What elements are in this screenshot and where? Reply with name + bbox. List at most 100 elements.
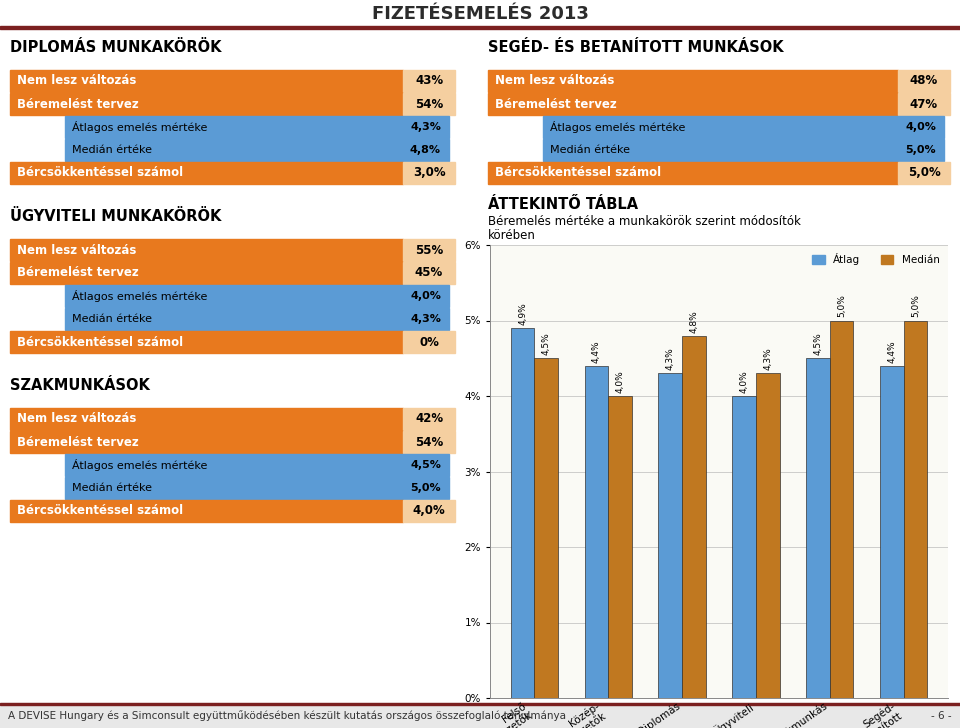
- Text: 4,8%: 4,8%: [410, 145, 441, 155]
- Bar: [756, 373, 780, 698]
- Bar: [403, 262, 455, 284]
- Text: SEGÉD- ÉS BETANÍTOTT MUNKÁSOK: SEGÉD- ÉS BETANÍTOTT MUNKÁSOK: [488, 40, 783, 55]
- Text: Bércsökkentéssel számol: Bércsökkentéssel számol: [17, 336, 183, 349]
- Bar: [65, 116, 449, 138]
- Text: - 6 -: - 6 -: [931, 711, 952, 721]
- Bar: [10, 93, 403, 115]
- Text: Nem lesz változás: Nem lesz változás: [17, 74, 136, 87]
- Text: Medián értéke: Medián értéke: [72, 314, 152, 324]
- Text: DIPLOMÁS MUNKAKÖRÖK: DIPLOMÁS MUNKAKÖRÖK: [10, 40, 222, 55]
- Text: 45%: 45%: [415, 266, 444, 280]
- Text: 0%: 0%: [420, 336, 439, 349]
- Bar: [65, 308, 449, 330]
- Text: SZAKMUNKÁSOK: SZAKMUNKÁSOK: [10, 378, 150, 393]
- Text: Béremelést tervez: Béremelést tervez: [17, 435, 139, 448]
- Bar: [535, 358, 558, 698]
- Bar: [903, 320, 927, 698]
- Bar: [403, 239, 455, 261]
- Bar: [898, 93, 950, 115]
- Text: 55%: 55%: [415, 243, 444, 256]
- Bar: [488, 70, 898, 92]
- Text: 5,0%: 5,0%: [911, 295, 920, 317]
- Text: 4,3%: 4,3%: [763, 347, 772, 371]
- Text: ÁTTEKINTŐ TÁBLA: ÁTTEKINTŐ TÁBLA: [488, 197, 638, 212]
- Text: 4,3%: 4,3%: [410, 122, 441, 132]
- Bar: [806, 358, 829, 698]
- Text: Nem lesz változás: Nem lesz változás: [495, 74, 614, 87]
- Bar: [543, 116, 944, 138]
- Text: Átlagos emelés mértéke: Átlagos emelés mértéke: [72, 121, 207, 133]
- Bar: [0, 703, 960, 728]
- Bar: [65, 477, 449, 499]
- Bar: [0, 703, 960, 705]
- Text: Medián értéke: Medián értéke: [72, 483, 152, 493]
- Text: 4,3%: 4,3%: [666, 347, 675, 371]
- Text: Medián értéke: Medián értéke: [550, 145, 630, 155]
- Text: 48%: 48%: [910, 74, 938, 87]
- Text: 4,3%: 4,3%: [410, 314, 441, 324]
- Text: ÜGYVITELI MUNKAKÖRÖK: ÜGYVITELI MUNKAKÖRÖK: [10, 209, 222, 224]
- Bar: [10, 162, 403, 184]
- Text: 5,0%: 5,0%: [837, 295, 846, 317]
- Text: 4,0%: 4,0%: [615, 371, 625, 393]
- Bar: [10, 431, 403, 453]
- Bar: [880, 365, 903, 698]
- Text: 4,5%: 4,5%: [813, 333, 823, 355]
- Text: 5,0%: 5,0%: [907, 167, 941, 180]
- Bar: [10, 239, 403, 261]
- Bar: [543, 139, 944, 161]
- Text: A DEVISE Hungary és a Simconsult együttműködésében készült kutatás országos össz: A DEVISE Hungary és a Simconsult együttm…: [8, 711, 566, 721]
- Text: Bércsökkentéssel számol: Bércsökkentéssel számol: [17, 505, 183, 518]
- Text: 4,0%: 4,0%: [410, 291, 441, 301]
- Bar: [403, 93, 455, 115]
- Bar: [10, 500, 403, 522]
- Text: Nem lesz változás: Nem lesz változás: [17, 243, 136, 256]
- Bar: [585, 365, 609, 698]
- Text: 4,5%: 4,5%: [410, 460, 441, 470]
- Text: 42%: 42%: [415, 413, 444, 425]
- Bar: [10, 331, 403, 353]
- Bar: [403, 500, 455, 522]
- Text: Béremelés mértéke a munkakörök szerint módosítók: Béremelés mértéke a munkakörök szerint m…: [488, 215, 801, 228]
- Bar: [65, 285, 449, 307]
- Text: 4,9%: 4,9%: [518, 302, 527, 325]
- Text: 4,0%: 4,0%: [739, 371, 749, 393]
- Text: 5,0%: 5,0%: [410, 483, 441, 493]
- Bar: [0, 26, 960, 29]
- Bar: [10, 408, 403, 430]
- Bar: [403, 408, 455, 430]
- Text: 43%: 43%: [415, 74, 444, 87]
- Bar: [65, 454, 449, 476]
- Bar: [898, 162, 950, 184]
- Bar: [403, 162, 455, 184]
- Text: 4,4%: 4,4%: [887, 340, 897, 363]
- Bar: [488, 93, 898, 115]
- Bar: [488, 162, 898, 184]
- Bar: [898, 70, 950, 92]
- Bar: [10, 262, 403, 284]
- Bar: [683, 336, 706, 698]
- Text: Bércsökkentéssel számol: Bércsökkentéssel számol: [17, 167, 183, 180]
- Bar: [659, 373, 683, 698]
- Text: 4,8%: 4,8%: [689, 310, 699, 333]
- Bar: [732, 396, 756, 698]
- Text: 54%: 54%: [415, 435, 444, 448]
- Text: Nem lesz változás: Nem lesz változás: [17, 413, 136, 425]
- Text: Bércsökkentéssel számol: Bércsökkentéssel számol: [495, 167, 661, 180]
- Text: 4,4%: 4,4%: [592, 340, 601, 363]
- Bar: [829, 320, 853, 698]
- Legend: Átlag, Medián: Átlag, Medián: [809, 250, 943, 269]
- Text: Béremelést tervez: Béremelést tervez: [17, 98, 139, 111]
- Text: Átlagos emelés mértéke: Átlagos emelés mértéke: [72, 459, 207, 471]
- Bar: [403, 331, 455, 353]
- Bar: [65, 139, 449, 161]
- Text: FIZETÉSEMELÉS 2013: FIZETÉSEMELÉS 2013: [372, 5, 588, 23]
- Text: Béremelést tervez: Béremelést tervez: [17, 266, 139, 280]
- Text: 4,0%: 4,0%: [413, 505, 445, 518]
- Text: 5,0%: 5,0%: [905, 145, 936, 155]
- Bar: [609, 396, 632, 698]
- Text: körében: körében: [488, 229, 536, 242]
- Text: Medián értéke: Medián értéke: [72, 145, 152, 155]
- Bar: [10, 70, 403, 92]
- Bar: [403, 70, 455, 92]
